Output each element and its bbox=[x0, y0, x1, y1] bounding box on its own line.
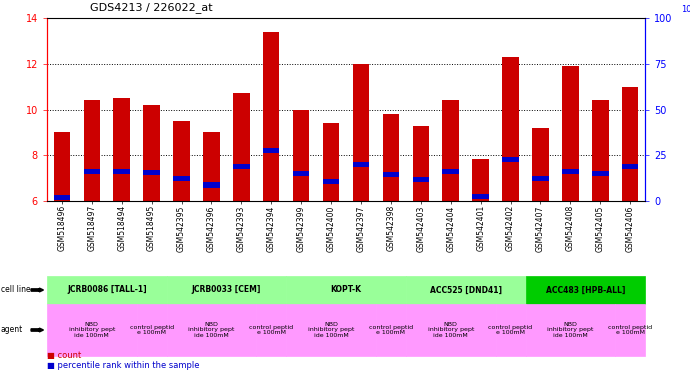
Bar bbox=[54, 195, 70, 200]
Bar bbox=[173, 175, 190, 180]
Bar bbox=[173, 121, 190, 201]
Bar bbox=[263, 148, 279, 153]
Text: control peptid
e 100mM: control peptid e 100mM bbox=[608, 324, 652, 335]
Text: ■ count: ■ count bbox=[47, 351, 81, 360]
Text: ACC483 [HPB-ALL]: ACC483 [HPB-ALL] bbox=[546, 285, 625, 295]
Bar bbox=[502, 157, 519, 162]
Text: GDS4213 / 226022_at: GDS4213 / 226022_at bbox=[90, 2, 213, 13]
Text: control peptid
e 100mM: control peptid e 100mM bbox=[369, 324, 413, 335]
Bar bbox=[54, 132, 70, 201]
Text: control peptid
e 100mM: control peptid e 100mM bbox=[130, 324, 174, 335]
Bar bbox=[353, 64, 369, 201]
Bar bbox=[383, 114, 399, 201]
Bar bbox=[144, 105, 160, 201]
Bar bbox=[113, 169, 130, 174]
Bar bbox=[532, 175, 549, 180]
Bar bbox=[592, 100, 609, 201]
Bar bbox=[413, 126, 429, 201]
Bar bbox=[622, 164, 638, 169]
Bar bbox=[204, 182, 219, 187]
Text: JCRB0086 [TALL-1]: JCRB0086 [TALL-1] bbox=[67, 285, 146, 295]
Bar bbox=[233, 164, 250, 169]
Text: control peptid
e 100mM: control peptid e 100mM bbox=[489, 324, 533, 335]
Text: control peptid
e 100mM: control peptid e 100mM bbox=[249, 324, 293, 335]
Bar bbox=[383, 172, 399, 177]
Bar bbox=[113, 98, 130, 201]
Bar bbox=[442, 100, 459, 201]
Text: ACC525 [DND41]: ACC525 [DND41] bbox=[430, 285, 502, 295]
Text: JCRB0033 [CEM]: JCRB0033 [CEM] bbox=[192, 285, 261, 295]
Text: ■ percentile rank within the sample: ■ percentile rank within the sample bbox=[47, 361, 199, 370]
Bar bbox=[263, 32, 279, 201]
Bar bbox=[622, 87, 638, 201]
Text: cell line: cell line bbox=[1, 285, 30, 295]
Bar bbox=[532, 128, 549, 201]
Bar bbox=[592, 171, 609, 176]
Bar bbox=[83, 100, 100, 201]
Bar bbox=[323, 123, 339, 201]
Bar bbox=[562, 66, 579, 201]
Bar bbox=[204, 132, 219, 201]
Bar bbox=[353, 162, 369, 167]
Bar bbox=[473, 194, 489, 199]
Bar bbox=[562, 169, 579, 174]
Text: KOPT-K: KOPT-K bbox=[331, 285, 362, 295]
Bar bbox=[413, 177, 429, 182]
Bar bbox=[442, 169, 459, 174]
Bar bbox=[144, 170, 160, 175]
Text: NBD
inhibitory pept
ide 100mM: NBD inhibitory pept ide 100mM bbox=[68, 322, 115, 338]
Bar bbox=[83, 169, 100, 174]
Bar bbox=[502, 57, 519, 201]
Bar bbox=[293, 109, 309, 201]
Text: NBD
inhibitory pept
ide 100mM: NBD inhibitory pept ide 100mM bbox=[547, 322, 593, 338]
Text: agent: agent bbox=[1, 326, 23, 334]
Bar bbox=[233, 93, 250, 201]
Y-axis label: 100%: 100% bbox=[681, 5, 690, 14]
Bar bbox=[293, 171, 309, 176]
Text: NBD
inhibitory pept
ide 100mM: NBD inhibitory pept ide 100mM bbox=[428, 322, 474, 338]
Text: NBD
inhibitory pept
ide 100mM: NBD inhibitory pept ide 100mM bbox=[188, 322, 235, 338]
Bar bbox=[323, 179, 339, 184]
Bar bbox=[473, 159, 489, 201]
Text: NBD
inhibitory pept
ide 100mM: NBD inhibitory pept ide 100mM bbox=[308, 322, 354, 338]
